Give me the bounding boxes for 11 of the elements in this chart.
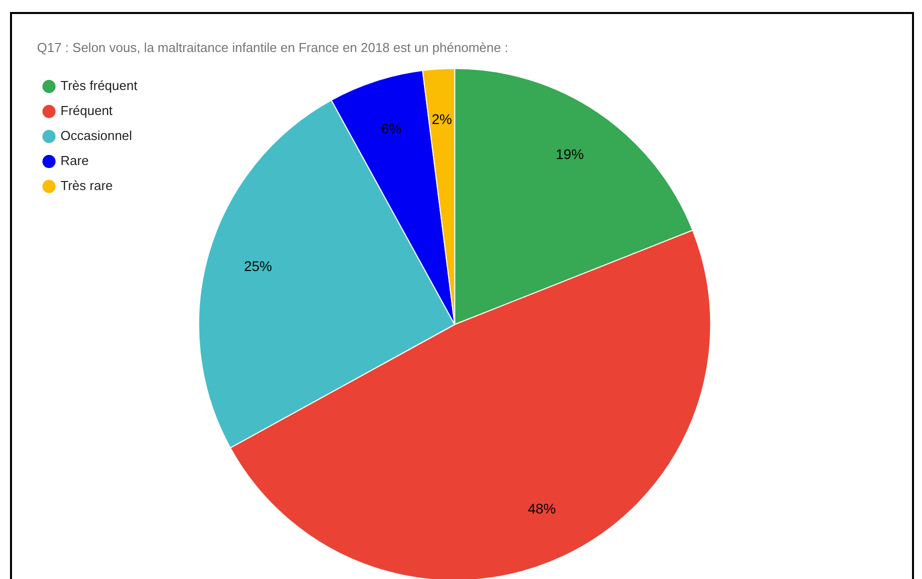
chart-title: Q17 : Selon vous, la maltraitance infantile en France en 2018 est un phénomène : [36, 39, 510, 57]
data-label: 19% [556, 146, 584, 162]
legend-label: Fréquent [60, 103, 113, 118]
data-label: 48% [528, 500, 556, 517]
data-label: 25% [244, 258, 272, 274]
data-label: 6% [381, 120, 402, 137]
legend-label: Très rare [60, 178, 113, 194]
legend-label: Très fréquent [60, 78, 138, 94]
data-label: 2% [432, 110, 452, 127]
legend-label: Rare [60, 153, 89, 168]
legend-label: Occasionnel [60, 128, 132, 144]
